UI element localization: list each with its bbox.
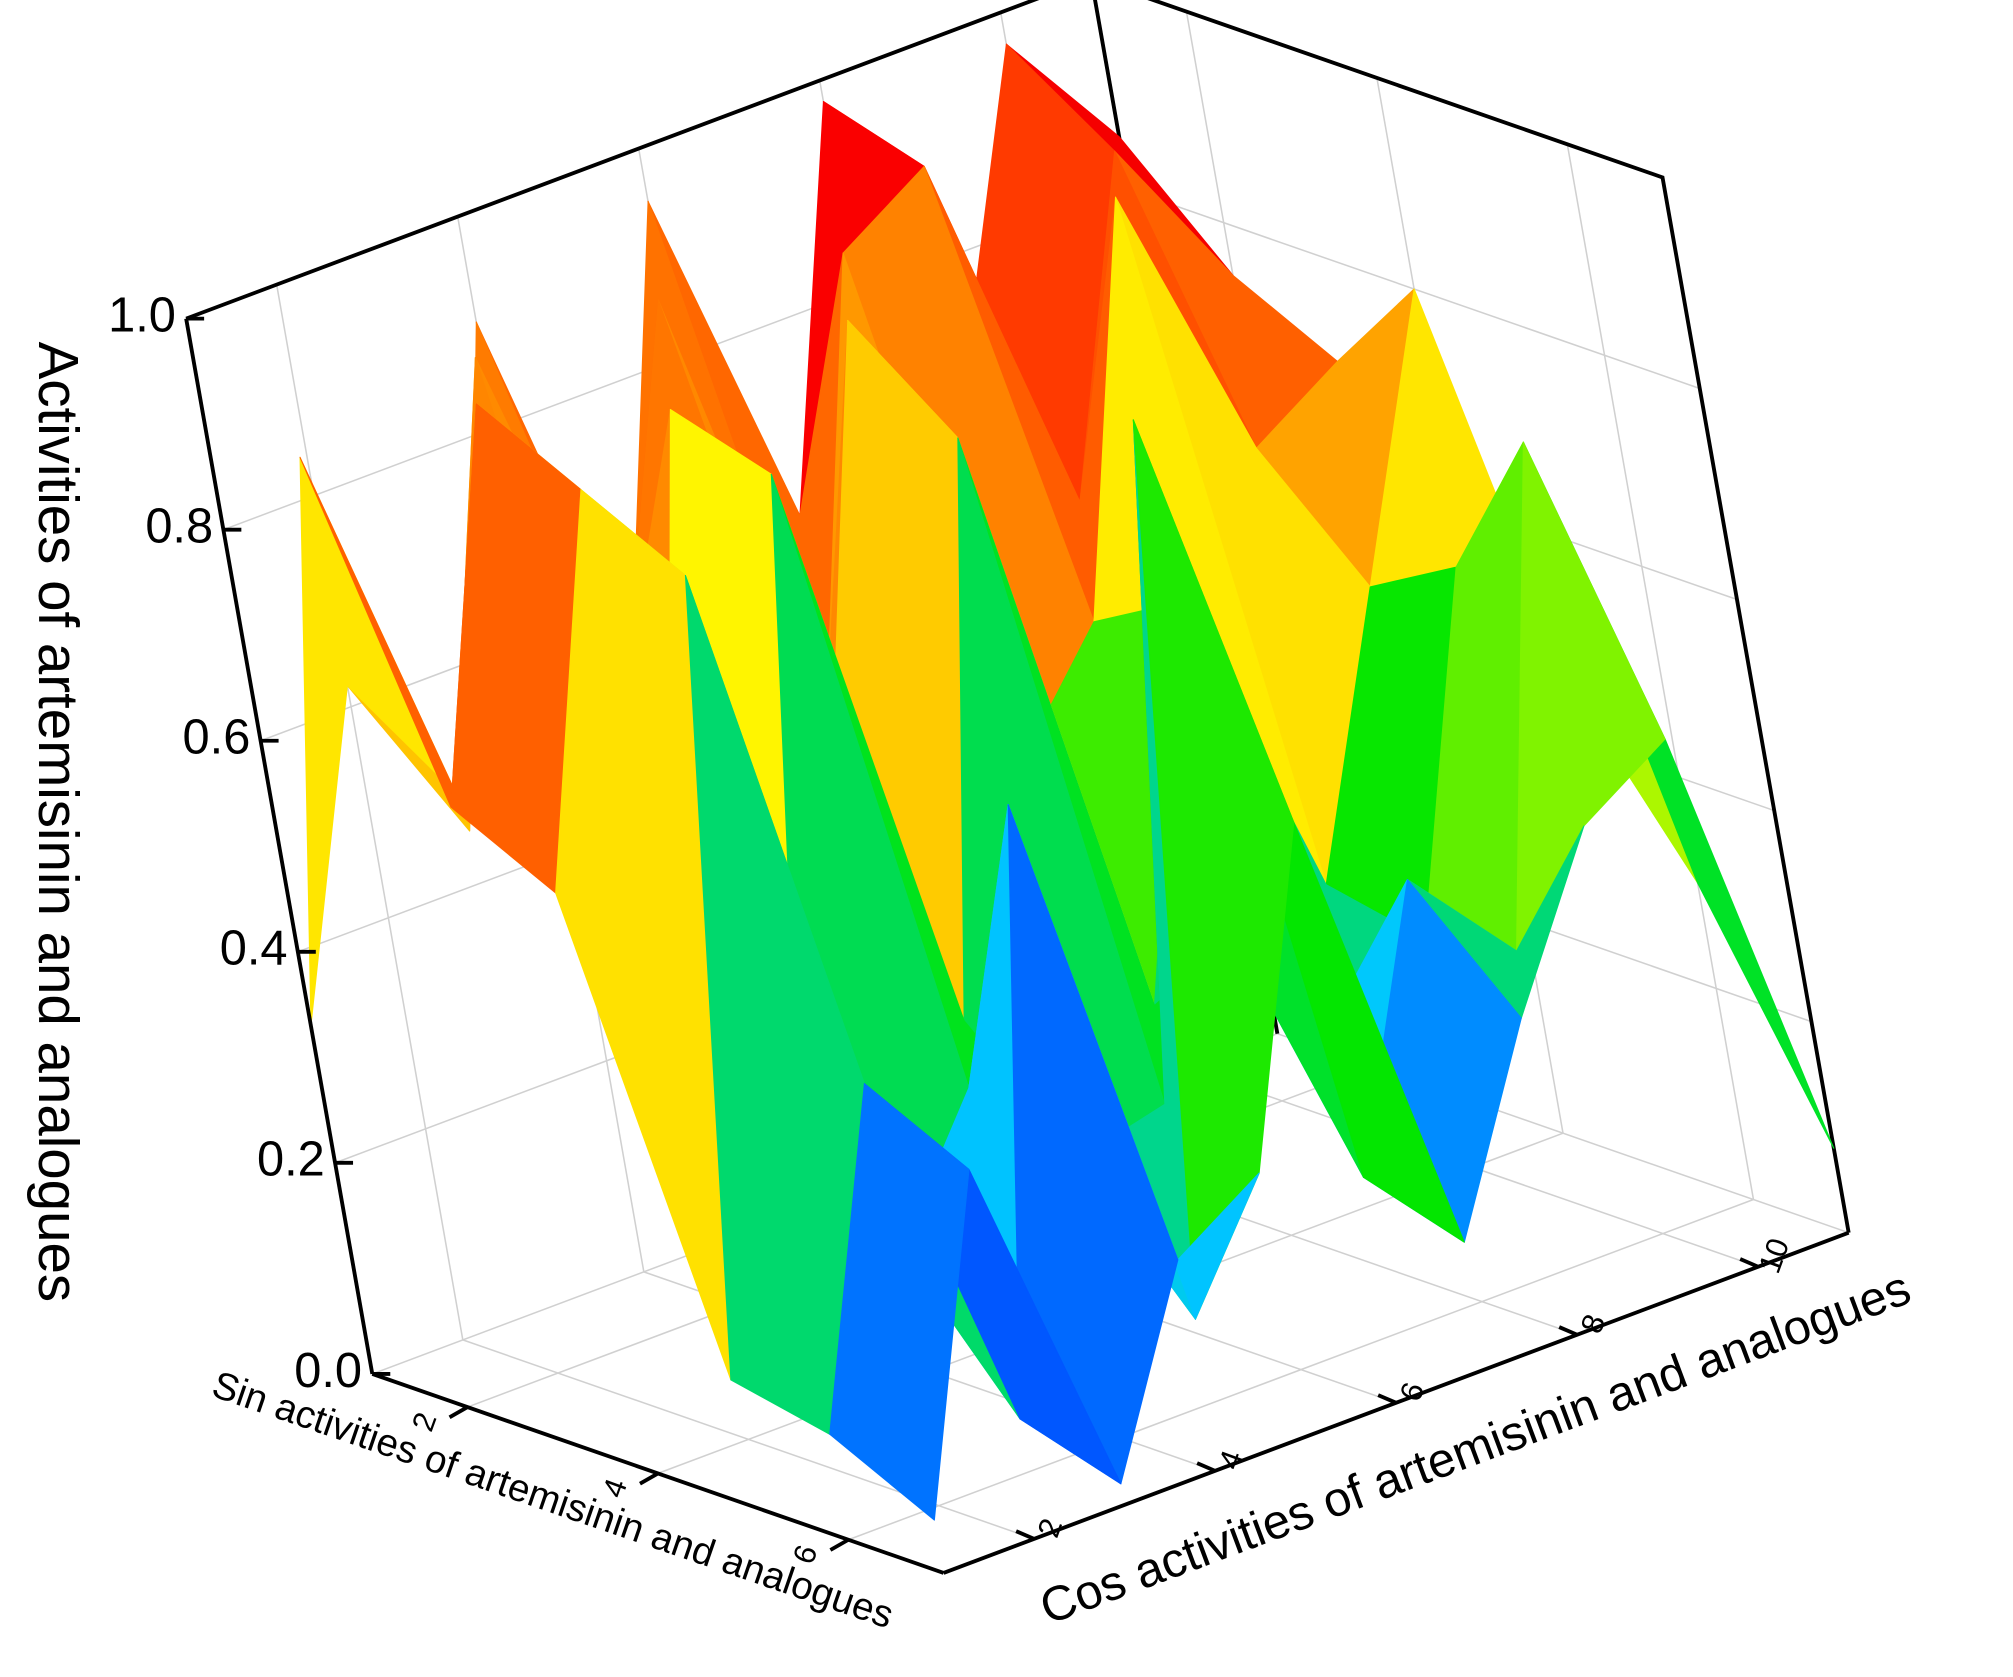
z-axis — [184, 318, 375, 1375]
z-tick-label: 0.8 — [145, 500, 213, 554]
grid-line — [1566, 144, 1755, 1200]
y-tick — [1377, 1393, 1397, 1405]
x-tick — [448, 1405, 469, 1420]
y-tick — [1739, 1257, 1759, 1269]
z-tick-label: 0.6 — [183, 711, 251, 765]
y-tick-label: 10 — [1752, 1234, 1797, 1278]
z-tick-label: 0.4 — [220, 922, 288, 976]
x-tick — [639, 1471, 659, 1486]
z-axis-label: Activities of artemisinin and analogues — [27, 342, 90, 1303]
z-tick-label: 0.0 — [294, 1344, 362, 1398]
grid-line — [275, 284, 464, 1341]
y-tick — [1558, 1325, 1578, 1337]
x-tick — [829, 1538, 850, 1552]
z-tick-label: 1.0 — [108, 289, 176, 343]
y-tick — [1196, 1461, 1216, 1473]
surface-patch — [829, 1083, 970, 1521]
surface — [299, 43, 1835, 1521]
frame — [185, 0, 1851, 1234]
y-tick — [1015, 1529, 1035, 1541]
y-axis-label: Cos activities of artemisinin and analog… — [1033, 1261, 1918, 1635]
z-tick-label: 0.2 — [257, 1133, 325, 1187]
surface-patch — [1516, 441, 1666, 952]
grid-line — [848, 1198, 1754, 1541]
grid-line — [1150, 0, 1663, 179]
